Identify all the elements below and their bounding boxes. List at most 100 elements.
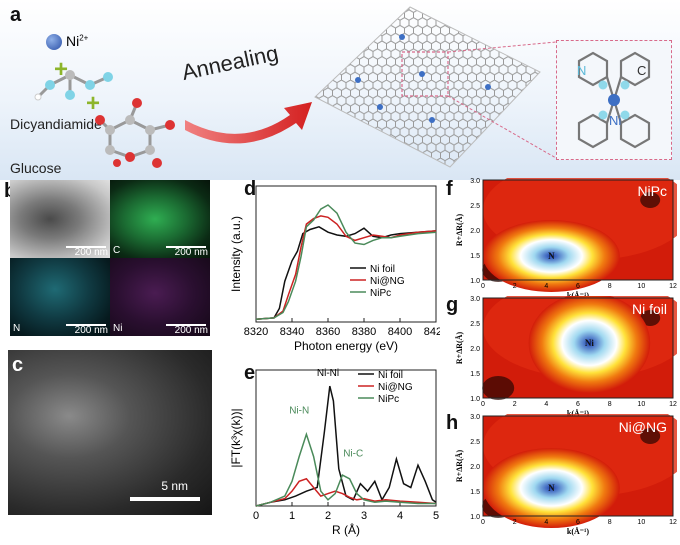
legend-label: Ni@NG — [370, 276, 405, 287]
wavelet-nipc-chart: NNiPc024681012k(Å⁻¹)1.01.52.02.53.0R+ΔR(… — [455, 178, 677, 300]
x-tick-label: 0 — [481, 519, 485, 526]
x-tick-label: 8 — [608, 401, 612, 408]
annotation-ni-n: Ni-N — [289, 405, 309, 416]
dark-spot — [482, 376, 515, 400]
legend-label: Ni foil — [370, 264, 395, 275]
heatmap-title: Ni foil — [632, 301, 667, 317]
wavelet-ning-chart: N Ni@NG 0 2 4 6 8 10 12 k(Å⁻¹) 1.0 1.5 2.0 2.5 3.0 R+ΔR… — [455, 414, 677, 536]
panel-c-label: c — [12, 354, 24, 376]
n-map-image: N 200 nm — [10, 258, 110, 336]
scale-bar — [166, 246, 206, 248]
c-map-label: C — [113, 245, 121, 256]
scale-label-4: 200 nm — [174, 325, 208, 336]
y-axis-label: Intensity (a.u.) — [230, 216, 243, 292]
y-tick-label: 2.0 — [470, 228, 480, 235]
y-tick-label: 1.0 — [470, 396, 480, 403]
y-tick-label: 3.0 — [470, 178, 480, 185]
panel-a-label: a — [10, 4, 22, 26]
scale-label-3: 200 nm — [74, 325, 108, 336]
heatmap-area — [482, 178, 677, 292]
plus-icon-1: + — [54, 56, 69, 83]
x-tick-label: 12 — [669, 519, 677, 526]
ni-ion-label: Ni — [66, 33, 80, 49]
x-tick-label: 2 — [513, 283, 517, 290]
peak-label: N — [548, 483, 555, 493]
y-axis-label: |FT(k³χ(k))| — [230, 408, 243, 467]
legend-label: NiPc — [378, 394, 399, 405]
series-line-nifoil — [255, 225, 437, 321]
x-tick-label: 4 — [544, 519, 548, 526]
scale-label: 5 nm — [161, 479, 188, 493]
y-tick-label: 3.0 — [470, 296, 480, 303]
heat-peak — [483, 448, 620, 528]
heat-peak — [528, 296, 651, 393]
n-map-label: N — [13, 323, 21, 334]
x-tick-label: 6 — [576, 519, 580, 526]
legend-label: Ni foil — [378, 370, 403, 381]
legend-label: Ni@NG — [378, 382, 413, 393]
panel-h-label: h — [446, 412, 459, 434]
ni-ion-charge: 2+ — [79, 33, 89, 43]
dark-spot — [640, 310, 661, 326]
y-tick-label: 1.5 — [470, 489, 480, 496]
inset-c-label: C — [637, 63, 647, 78]
x-tick-label: 2 — [513, 401, 517, 408]
x-tick-label: 8 — [608, 519, 612, 526]
ni-map-image: Ni 200 nm — [110, 258, 210, 336]
x-tick-label: 8360 — [316, 326, 340, 338]
plot-frame — [255, 185, 437, 323]
y-tick-label: 2.5 — [470, 439, 480, 446]
dicyandiamide-label: Dicyandiamide — [10, 116, 102, 132]
x-tick-label: 4 — [544, 401, 548, 408]
tem-image: 200 nm — [10, 180, 110, 258]
y-tick-label: 2.5 — [470, 321, 480, 328]
x-tick-label: 8400 — [388, 326, 412, 338]
glucose-molecule-icon — [95, 98, 175, 168]
xanes-chart: 8320 8340 8360 8380 8400 8420 Photon energy (e… — [230, 185, 440, 353]
x-tick-label: 4 — [397, 510, 403, 522]
heatmap-title: NiPc — [637, 183, 667, 199]
dark-spot — [640, 192, 661, 208]
plot-frame — [482, 415, 674, 517]
x-tick-label: 10 — [637, 519, 645, 526]
x-tick-label: 1 — [289, 510, 295, 522]
peak-label: N — [548, 251, 555, 261]
x-tick-label: 8340 — [280, 326, 304, 338]
series-line-ning — [255, 477, 437, 507]
x-tick-label: 10 — [637, 401, 645, 408]
x-tick-label: 6 — [576, 283, 580, 290]
x-axis-label: k(Å⁻¹) — [567, 527, 590, 536]
x-tick-label: 12 — [669, 283, 677, 290]
y-tick-label: 2.5 — [470, 203, 480, 210]
y-tick-label: 1.0 — [470, 514, 480, 521]
heatmap-title: Ni@NG — [619, 419, 667, 435]
ni-map-label: Ni — [113, 323, 123, 334]
panel-d-label: d — [244, 178, 257, 200]
annotation-ni-c: Ni-C — [343, 449, 363, 460]
series-line-nipc — [255, 204, 437, 321]
y-axis-label: R+ΔR(Å) — [455, 214, 464, 247]
x-tick-label: 12 — [669, 401, 677, 408]
y-tick-label: 2.0 — [470, 464, 480, 471]
y-tick-label: 1.5 — [470, 371, 480, 378]
scale-bar — [130, 497, 200, 501]
scale-label-1: 200 nm — [74, 247, 108, 258]
ni-ion-icon — [46, 34, 62, 50]
haadf-stem-image: c 5 nm — [8, 350, 212, 515]
x-tick-label: 6 — [576, 401, 580, 408]
x-tick-label: 8 — [608, 283, 612, 290]
x-tick-label: 8420 — [424, 326, 440, 338]
heat-peak — [483, 220, 620, 292]
x-tick-label: 8380 — [352, 326, 376, 338]
ni-n4-inset: N C Ni — [556, 40, 672, 160]
x-tick-label: 2 — [325, 510, 331, 522]
y-axis-label: R+ΔR(Å) — [455, 332, 464, 365]
heatmap-area — [482, 414, 677, 528]
y-tick-label: 3.0 — [470, 414, 480, 421]
x-axis-label: Photon energy (eV) — [294, 339, 398, 353]
x-tick-label: 10 — [637, 283, 645, 290]
panel-g-label: g — [446, 294, 459, 316]
plot-frame — [482, 297, 674, 399]
scale-label-2: 200 nm — [174, 247, 208, 258]
